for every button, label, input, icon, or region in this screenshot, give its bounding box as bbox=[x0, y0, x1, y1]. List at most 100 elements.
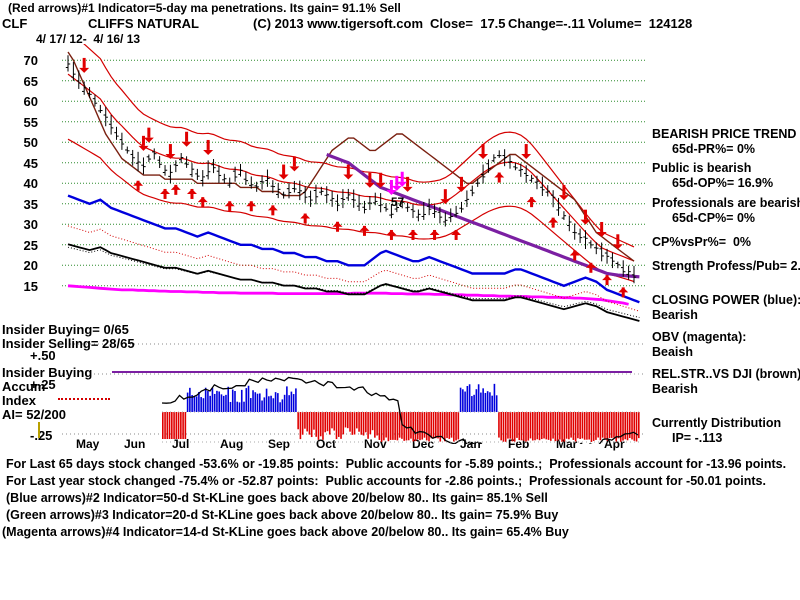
legend-insider-buying: Insider Buying bbox=[2, 365, 93, 380]
obv-title: OBV (magenta): bbox=[652, 330, 747, 344]
red-up-arrow bbox=[585, 262, 596, 273]
cp-vs-pr-value: CP%vsPr%= 0% bbox=[652, 235, 752, 249]
x-axis-tick-label: Aug bbox=[220, 437, 244, 451]
closing-power-value: Bearish bbox=[652, 308, 698, 322]
ticker-symbol: CLF bbox=[2, 16, 28, 31]
legend-swatch-marker bbox=[38, 422, 40, 438]
accumulation-index-histogram bbox=[162, 383, 640, 442]
price-chart-canvas[interactable]: 57 bbox=[62, 44, 646, 444]
x-axis-tick-label: Jun bbox=[124, 437, 146, 451]
red-down-arrow bbox=[580, 209, 591, 225]
red-up-arrow bbox=[359, 225, 370, 236]
red-down-arrow bbox=[143, 127, 154, 143]
chart-svg: 57 bbox=[62, 44, 646, 444]
public-sentiment-title: Public is bearish bbox=[652, 161, 752, 175]
scale-plus-25: +.25 bbox=[30, 377, 56, 392]
insider-buying-count: Insider Buying= 0/65 bbox=[2, 322, 129, 337]
red-up-arrow bbox=[224, 201, 235, 212]
x-axis-tick-label: Sep bbox=[268, 437, 291, 451]
red-up-arrow bbox=[407, 229, 418, 240]
scale-minus-25: -.25 bbox=[30, 428, 53, 443]
y-axis-tick-label: 55 bbox=[23, 114, 38, 130]
ai-value: AI= 52/200 bbox=[2, 407, 66, 422]
red-down-arrow bbox=[478, 144, 489, 160]
professional-sentiment-value: 65d-CP%= 0% bbox=[672, 211, 756, 225]
red-down-arrow bbox=[181, 131, 192, 147]
red-down-arrow bbox=[278, 164, 289, 180]
band-mid bbox=[67, 73, 635, 262]
accum-dotted-line-2 bbox=[67, 246, 640, 318]
red-up-arrow bbox=[618, 287, 629, 298]
red-down-arrow bbox=[612, 234, 623, 250]
date-range-label: 4/ 17/ 12- 4/ 16/ 13 bbox=[36, 32, 141, 46]
y-axis-tick-label: 35 bbox=[23, 196, 38, 212]
red-down-arrow bbox=[343, 164, 354, 180]
x-axis-tick-label: May bbox=[76, 437, 100, 451]
legend-swatch-insider-buying-line bbox=[112, 371, 632, 373]
footer-line-indicator-2: (Blue arrows)#2 Indicator=50-d St-KLine … bbox=[6, 491, 548, 505]
red-up-arrow bbox=[300, 213, 311, 224]
red-down-arrow bbox=[402, 176, 413, 192]
close-price: Close= 17.5 bbox=[430, 16, 506, 31]
price-candles bbox=[65, 55, 637, 284]
professional-sentiment-title: Professionals are bearish bbox=[652, 196, 800, 210]
red-up-arrow bbox=[197, 197, 208, 208]
x-axis-tick-label: Jul bbox=[172, 437, 190, 451]
y-axis-tick-label: 45 bbox=[23, 155, 38, 171]
x-axis-tick-label: Apr bbox=[604, 437, 625, 451]
red-up-arrow bbox=[602, 275, 613, 286]
red-down-arrow bbox=[165, 144, 176, 160]
red-down-arrow bbox=[558, 185, 569, 201]
red-down-arrow bbox=[79, 57, 90, 73]
obv-value: Beaish bbox=[652, 345, 693, 359]
distribution-title: Currently Distribution bbox=[652, 416, 782, 430]
rel-strength-line bbox=[67, 51, 635, 262]
y-axis-tick-label: 70 bbox=[23, 53, 38, 69]
x-axis-tick-label: Oct bbox=[316, 437, 337, 451]
public-sentiment-value: 65d-OP%= 16.9% bbox=[672, 176, 774, 190]
footer-line-indicator-3: (Green arrows)#3 Indicator=20-d St-KLine… bbox=[6, 508, 559, 522]
y-axis-tick-label: 15 bbox=[23, 278, 38, 294]
bearish-price-trend-value: 65d-PR%= 0% bbox=[672, 142, 756, 156]
red-up-arrow bbox=[548, 217, 559, 228]
closing-power-title: CLOSING POWER (blue): bbox=[652, 293, 800, 307]
red-up-arrow bbox=[186, 188, 197, 199]
red-down-arrow bbox=[521, 144, 532, 160]
red-down-arrow bbox=[203, 139, 214, 155]
y-axis-tick-label: 20 bbox=[23, 258, 38, 274]
red-up-arrow bbox=[133, 180, 144, 191]
rel-strength-value: Bearish bbox=[652, 382, 698, 396]
red-down-arrow bbox=[364, 172, 375, 188]
red-up-arrow bbox=[267, 205, 278, 216]
legend-accum: Accum bbox=[2, 379, 46, 394]
legend-swatch-accum-index-line bbox=[58, 398, 110, 400]
y-axis-tick-label: 40 bbox=[23, 176, 38, 192]
magenta-arrow bbox=[386, 179, 397, 195]
magenta-arrow bbox=[397, 171, 408, 187]
red-up-arrow bbox=[569, 250, 580, 261]
band-lower bbox=[67, 138, 635, 283]
x-axis-tick-label: Jan bbox=[460, 437, 481, 451]
magenta-arrow-label: 57 bbox=[391, 195, 405, 209]
y-axis-tick-label: 60 bbox=[23, 94, 38, 110]
distribution-ip-value: IP= -.113 bbox=[672, 431, 723, 445]
footer-line-last-year: For Last year stock changed -75.4% or -5… bbox=[6, 474, 766, 488]
red-up-arrow bbox=[246, 201, 257, 212]
y-axis-tick-label: 50 bbox=[23, 135, 38, 151]
copyright-notice: (C) 2013 www.tigersoft.com bbox=[253, 16, 423, 31]
strength-profess-pub-value: Strength Profess/Pub= 2.4 bbox=[652, 259, 800, 273]
red-down-arrow bbox=[375, 172, 386, 188]
red-up-arrow bbox=[494, 172, 505, 183]
footer-line-65-days: For Last 65 days stock changed -53.6% or… bbox=[6, 457, 787, 471]
red-up-arrow bbox=[429, 229, 440, 240]
accum-dotted-line bbox=[67, 225, 640, 312]
closing-power-line bbox=[67, 194, 640, 304]
red-up-arrow bbox=[526, 197, 537, 208]
y-axis-tick-label: 65 bbox=[23, 73, 38, 89]
company-name: CLIFFS NATURAL bbox=[88, 16, 199, 31]
red-down-arrow bbox=[596, 221, 607, 237]
bearish-price-trend-title: BEARISH PRICE TREND bbox=[652, 127, 797, 141]
insider-selling-count: Insider Selling= 28/65 bbox=[2, 336, 135, 351]
red-up-arrow bbox=[170, 184, 181, 195]
